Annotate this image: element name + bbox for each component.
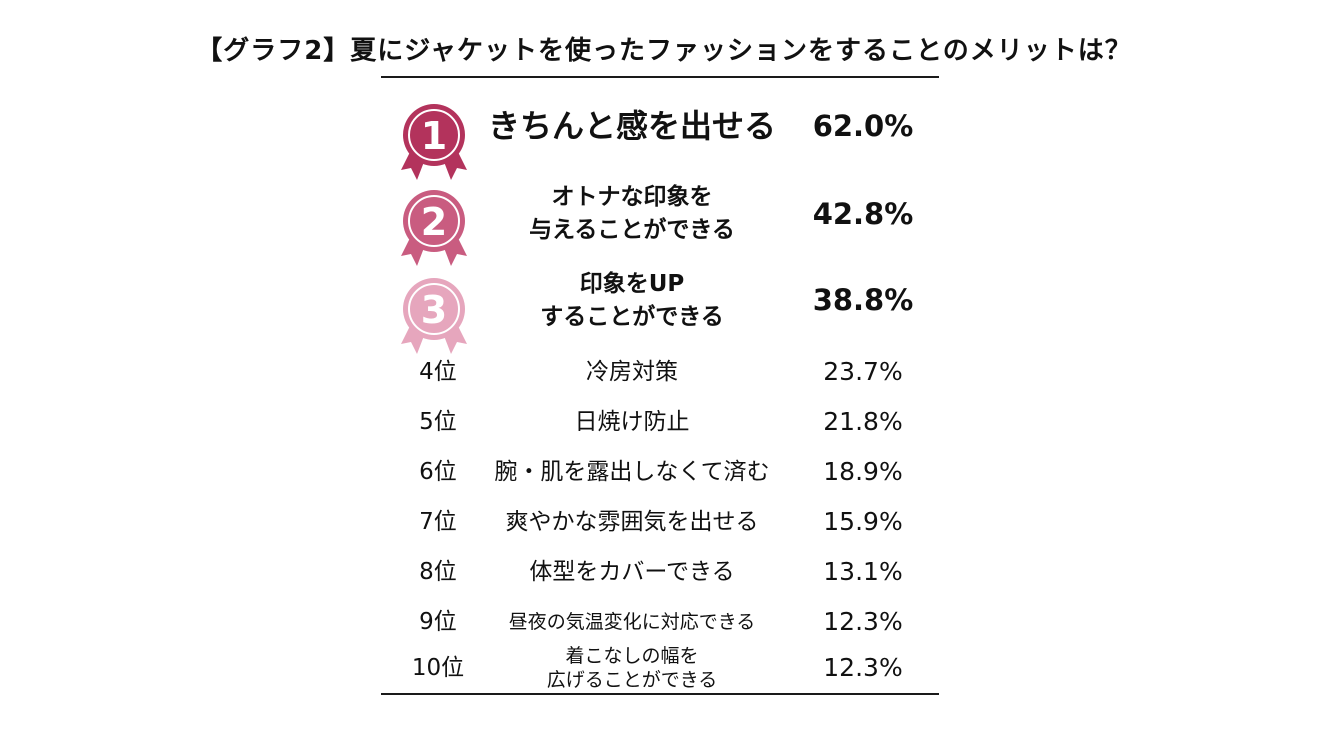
rank-1-value: 62.0% xyxy=(801,108,925,144)
rank-8-item-line-1: 体型をカバーできる xyxy=(477,556,787,588)
rank-8-value: 13.1% xyxy=(801,556,925,588)
table-row-rank-9: 9位 昼夜の気温変化に対応できる 12.3% xyxy=(381,602,939,642)
rank-3-item-line-2: することができる xyxy=(477,301,787,334)
table-row-rank-7: 7位 爽やかな雰囲気を出せる 15.9% xyxy=(381,502,939,542)
rank-6-item: 腕・肌を露出しなくて済む xyxy=(477,456,787,488)
rank-7-item: 爽やかな雰囲気を出せる xyxy=(477,506,787,538)
rank-2-value: 42.8% xyxy=(801,196,925,232)
rank-6-item-line-1: 腕・肌を露出しなくて済む xyxy=(477,456,787,488)
medal-1-icon: 1 xyxy=(399,102,469,180)
rank-5-label: 5位 xyxy=(399,406,477,438)
chart-title: 【グラフ2】夏にジャケットを使ったファッションをすることのメリットは？ xyxy=(0,30,1328,67)
table-top-rule xyxy=(381,76,939,78)
rank-10-value: 12.3% xyxy=(801,652,925,684)
rank-5-value: 21.8% xyxy=(801,406,925,438)
rank-7-value: 15.9% xyxy=(801,506,925,538)
rank-10-item-line-2: 広げることができる xyxy=(477,668,787,692)
rank-1-item-line-1: きちんと感を出せる xyxy=(477,106,787,146)
rank-5-item: 日焼け防止 xyxy=(477,406,787,438)
rank-7-label: 7位 xyxy=(399,506,477,538)
rank-10-item-line-1: 着こなしの幅を xyxy=(477,644,787,668)
rank-2-item-line-2: 与えることができる xyxy=(477,214,787,247)
table-row-rank-6: 6位 腕・肌を露出しなくて済む 18.9% xyxy=(381,452,939,492)
rank-3-value: 38.8% xyxy=(801,282,925,318)
medal-3-icon: 3 xyxy=(399,276,469,354)
rank-3-item: 印象をUP することができる xyxy=(477,268,787,334)
rank-9-item-line-1: 昼夜の気温変化に対応できる xyxy=(477,606,787,638)
rank-3-item-line-1: 印象をUP xyxy=(477,268,787,301)
table-row-rank-4: 4位 冷房対策 23.7% xyxy=(381,352,939,392)
rank-9-label: 9位 xyxy=(399,606,477,638)
rank-9-value: 12.3% xyxy=(801,606,925,638)
medal-2-number: 2 xyxy=(421,200,447,244)
rank-1-item: きちんと感を出せる xyxy=(477,106,787,146)
table-row-rank-8: 8位 体型をカバーできる 13.1% xyxy=(381,552,939,592)
rank-2-item: オトナな印象を 与えることができる xyxy=(477,181,787,247)
table-row-rank-3: 3 印象をUP することができる 38.8% xyxy=(381,272,939,354)
medal-3-number: 3 xyxy=(421,288,447,332)
table-row-rank-2: 2 オトナな印象を 与えることができる 42.8% xyxy=(381,184,939,274)
rank-4-label: 4位 xyxy=(399,356,477,388)
rank-6-value: 18.9% xyxy=(801,456,925,488)
medal-1-number: 1 xyxy=(421,114,447,158)
table-row-rank-10: 10位 着こなしの幅を 広げることができる 12.3% xyxy=(381,644,939,692)
rank-8-label: 8位 xyxy=(399,556,477,588)
rank-4-value: 23.7% xyxy=(801,356,925,388)
rank-6-label: 6位 xyxy=(399,456,477,488)
rank-8-item: 体型をカバーできる xyxy=(477,556,787,588)
rank-5-item-line-1: 日焼け防止 xyxy=(477,406,787,438)
table-row-rank-5: 5位 日焼け防止 21.8% xyxy=(381,402,939,442)
rank-7-item-line-1: 爽やかな雰囲気を出せる xyxy=(477,506,787,538)
rank-9-item: 昼夜の気温変化に対応できる xyxy=(477,606,787,638)
rank-10-label: 10位 xyxy=(399,652,477,684)
medal-2-icon: 2 xyxy=(399,188,469,266)
rank-10-item: 着こなしの幅を 広げることができる xyxy=(477,644,787,692)
rank-2-item-line-1: オトナな印象を xyxy=(477,181,787,214)
table-bottom-rule xyxy=(381,693,939,695)
rank-4-item-line-1: 冷房対策 xyxy=(477,356,787,388)
rank-4-item: 冷房対策 xyxy=(477,356,787,388)
table-row-rank-1: 1 きちんと感を出せる 62.0% xyxy=(381,96,939,186)
